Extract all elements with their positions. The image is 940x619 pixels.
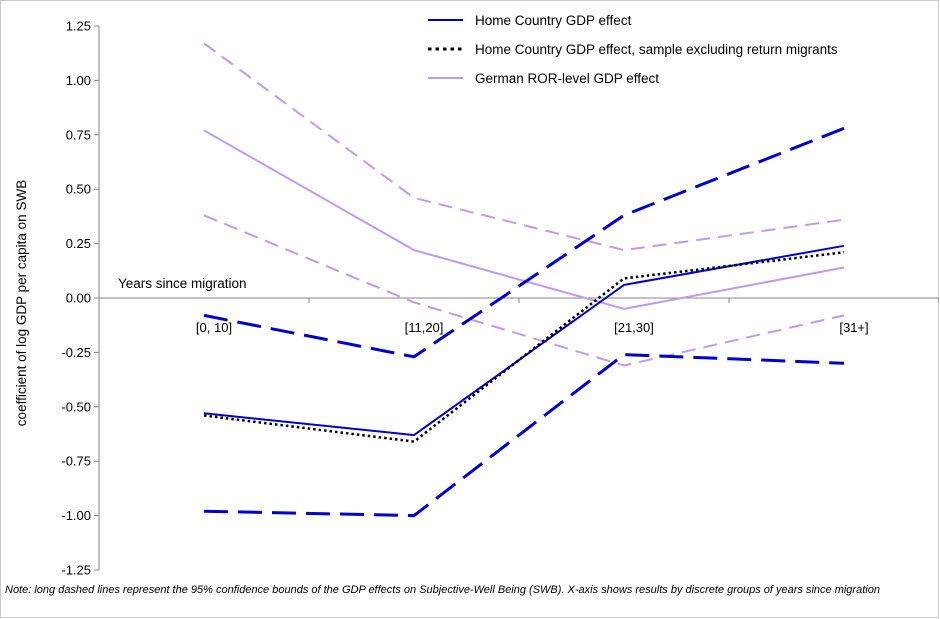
series-line-6: [203, 214, 845, 367]
y-tick-label: -0.25: [61, 345, 91, 360]
x-tick-label: [0, 10]: [196, 320, 232, 335]
y-tick-label: 1.00: [66, 73, 91, 88]
series-line-2: [203, 129, 845, 310]
legend-label: German ROR-level GDP effect: [475, 71, 659, 86]
chart-note: Note: long dashed lines represent the 95…: [5, 584, 880, 596]
y-tick-label: -0.75: [61, 454, 91, 469]
series-line-0: [203, 244, 845, 437]
series-line-1: [203, 251, 845, 443]
y-tick-label: 0.50: [66, 182, 91, 197]
y-tick-label: -1.00: [61, 508, 91, 523]
x-tick-label: [21,30]: [614, 320, 654, 335]
y-tick-label: 0.75: [66, 127, 91, 142]
line-chart: 1.25 1.00 0.75 0.50 0.25 0.00 -0.25 -0.50 -0.75 -…: [14, 13, 939, 578]
series-line-3: [203, 126, 845, 359]
y-axis: 1.25 1.00 0.75 0.50 0.25 0.00 -0.25 -0.50 -0.75 -…: [61, 19, 100, 578]
legend: Home Country GDP effect Home Country GDP …: [428, 13, 838, 86]
y-tick-label: 0.25: [66, 236, 91, 251]
y-tick-label: 0.00: [66, 291, 91, 306]
x-axis: [0, 10] [11,20] [21,30] [31+]: [98, 297, 939, 335]
y-tick-label: -1.25: [61, 563, 91, 578]
y-tick-label: -0.50: [61, 399, 91, 414]
y-tick-label: 1.25: [66, 19, 91, 34]
x-axis-title: Years since migration: [118, 276, 247, 291]
x-tick-label: [11,20]: [405, 320, 444, 335]
x-tick-label: [31+]: [839, 320, 868, 335]
series-lines: [203, 42, 845, 518]
y-axis-title: coefficient of log GDP per capita on SWB: [14, 180, 29, 426]
series-line-4: [203, 353, 845, 518]
legend-label: Home Country GDP effect: [475, 13, 632, 28]
legend-label: Home Country GDP effect, sample excludin…: [475, 42, 838, 57]
